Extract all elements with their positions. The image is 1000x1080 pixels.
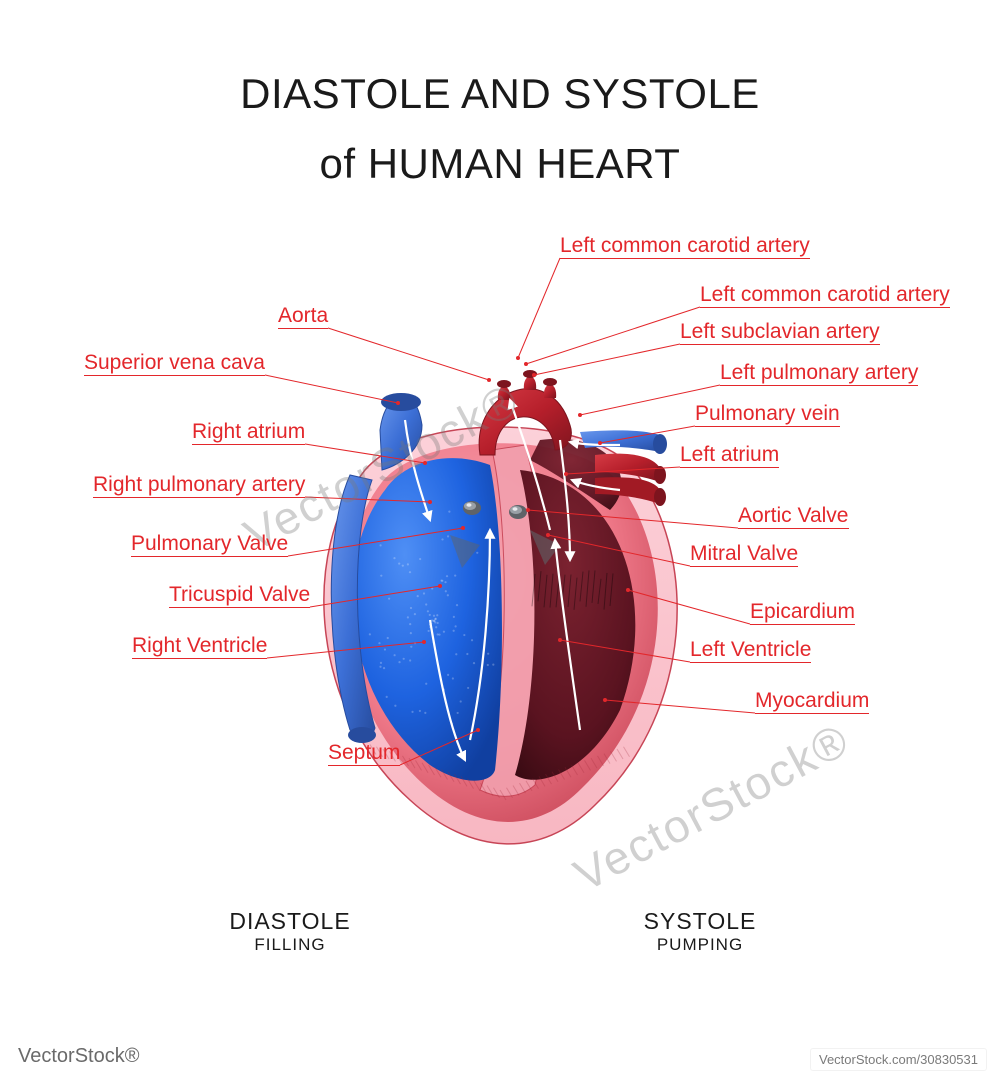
anatomy-label: Aortic Valve bbox=[738, 504, 849, 528]
phase-diastole-sub: FILLING bbox=[210, 935, 370, 955]
label-underline bbox=[131, 556, 288, 557]
anatomy-label: Left subclavian artery bbox=[680, 320, 880, 344]
anatomy-label: Pulmonary Valve bbox=[131, 532, 288, 556]
phase-systole: SYSTOLE PUMPING bbox=[620, 908, 780, 955]
phase-systole-sub: PUMPING bbox=[620, 935, 780, 955]
anatomy-label: Tricuspid Valve bbox=[169, 583, 310, 607]
anatomy-label: Superior vena cava bbox=[84, 351, 265, 375]
phase-systole-title: SYSTOLE bbox=[620, 908, 780, 935]
anatomy-label: Right pulmonary artery bbox=[93, 473, 305, 497]
diagram-stage: DIASTOLE AND SYSTOLE of HUMAN HEART DIAS… bbox=[0, 0, 1000, 1080]
anatomy-label: Right atrium bbox=[192, 420, 305, 444]
label-underline bbox=[132, 658, 267, 659]
label-underline bbox=[169, 607, 310, 608]
label-underline bbox=[690, 662, 811, 663]
label-underline bbox=[560, 258, 810, 259]
label-underline bbox=[720, 385, 918, 386]
label-underline bbox=[278, 328, 328, 329]
anatomy-label: Septum bbox=[328, 741, 400, 765]
label-underline bbox=[750, 624, 855, 625]
anatomy-label: Left common carotid artery bbox=[700, 283, 950, 307]
label-underline bbox=[93, 497, 305, 498]
label-underline bbox=[680, 467, 779, 468]
label-underline bbox=[695, 426, 840, 427]
anatomy-label: Left Ventricle bbox=[690, 638, 811, 662]
anatomy-label: Aorta bbox=[278, 304, 328, 328]
footer-brand: VectorStock® bbox=[18, 1045, 139, 1068]
anatomy-label: Left atrium bbox=[680, 443, 779, 467]
anatomy-label: Epicardium bbox=[750, 600, 855, 624]
label-underline bbox=[690, 566, 798, 567]
label-underline bbox=[738, 528, 849, 529]
anatomy-label: Left pulmonary artery bbox=[720, 361, 918, 385]
anatomy-label: Pulmonary vein bbox=[695, 402, 840, 426]
anatomy-label: Right Ventricle bbox=[132, 634, 267, 658]
phase-diastole-title: DIASTOLE bbox=[210, 908, 370, 935]
label-underline bbox=[192, 444, 305, 445]
label-underline bbox=[84, 375, 265, 376]
label-underline bbox=[700, 307, 950, 308]
footer-image-id: VectorStock.com/30830531 bbox=[811, 1049, 986, 1070]
label-underline bbox=[328, 765, 400, 766]
phase-diastole: DIASTOLE FILLING bbox=[210, 908, 370, 955]
anatomy-label: Myocardium bbox=[755, 689, 869, 713]
anatomy-label: Left common carotid artery bbox=[560, 234, 810, 258]
footer-brand-text: VectorStock® bbox=[18, 1045, 139, 1067]
label-underline bbox=[680, 344, 880, 345]
label-underline bbox=[755, 713, 869, 714]
anatomy-label: Mitral Valve bbox=[690, 542, 798, 566]
